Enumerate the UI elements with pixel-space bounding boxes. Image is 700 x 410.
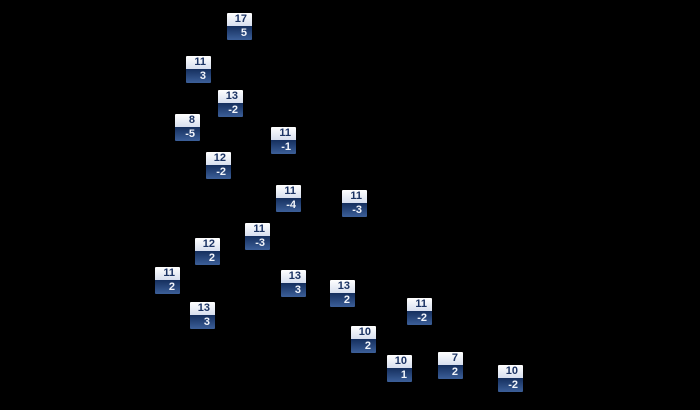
low-temperature-value: 2 — [438, 365, 463, 379]
high-temperature-value: 12 — [195, 238, 220, 251]
high-temperature-value: 11 — [342, 190, 367, 203]
low-temperature-value: -3 — [342, 203, 367, 217]
low-temperature-value: -4 — [276, 198, 301, 212]
low-temperature-value: -1 — [271, 140, 296, 154]
high-temperature-value: 11 — [186, 56, 211, 69]
low-temperature-value: 3 — [186, 69, 211, 83]
low-temperature-value: 1 — [387, 368, 412, 382]
low-temperature-value: -2 — [218, 103, 243, 117]
high-temperature-value: 11 — [276, 185, 301, 198]
low-temperature-value: -3 — [245, 236, 270, 250]
temperature-marker[interactable]: 13 -2 — [218, 90, 243, 117]
low-temperature-value: 2 — [351, 339, 376, 353]
low-temperature-value: -2 — [206, 165, 231, 179]
low-temperature-value: 2 — [195, 251, 220, 265]
low-temperature-value: 3 — [190, 315, 215, 329]
temperature-marker[interactable]: 10 2 — [351, 326, 376, 353]
temperature-marker[interactable]: 11 -4 — [276, 185, 301, 212]
temperature-marker[interactable]: 7 2 — [438, 352, 463, 379]
low-temperature-value: 2 — [330, 293, 355, 307]
temperature-marker[interactable]: 12 2 — [195, 238, 220, 265]
temperature-marker[interactable]: 11 -3 — [342, 190, 367, 217]
high-temperature-value: 17 — [227, 13, 252, 26]
temperature-marker[interactable]: 12 -2 — [206, 152, 231, 179]
high-temperature-value: 13 — [190, 302, 215, 315]
low-temperature-value: 3 — [281, 283, 306, 297]
high-temperature-value: 11 — [271, 127, 296, 140]
temperature-marker[interactable]: 10 1 — [387, 355, 412, 382]
temperature-marker[interactable]: 13 3 — [190, 302, 215, 329]
temperature-marker[interactable]: 17 5 — [227, 13, 252, 40]
high-temperature-value: 13 — [218, 90, 243, 103]
high-temperature-value: 12 — [206, 152, 231, 165]
temperature-marker[interactable]: 11 3 — [186, 56, 211, 83]
temperature-marker[interactable]: 13 2 — [330, 280, 355, 307]
temperature-marker[interactable]: 11 -3 — [245, 223, 270, 250]
high-temperature-value: 11 — [155, 267, 180, 280]
temperature-marker[interactable]: 11 -2 — [407, 298, 432, 325]
temperature-marker[interactable]: 10 -2 — [498, 365, 523, 392]
high-temperature-value: 7 — [438, 352, 463, 365]
high-temperature-value: 8 — [175, 114, 200, 127]
high-temperature-value: 10 — [498, 365, 523, 378]
low-temperature-value: 2 — [155, 280, 180, 294]
low-temperature-value: -5 — [175, 127, 200, 141]
low-temperature-value: -2 — [407, 311, 432, 325]
temperature-marker[interactable]: 11 2 — [155, 267, 180, 294]
high-temperature-value: 13 — [330, 280, 355, 293]
high-temperature-value: 13 — [281, 270, 306, 283]
temperature-marker[interactable]: 8 -5 — [175, 114, 200, 141]
temperature-marker[interactable]: 13 3 — [281, 270, 306, 297]
high-temperature-value: 11 — [245, 223, 270, 236]
temperature-marker[interactable]: 11 -1 — [271, 127, 296, 154]
high-temperature-value: 11 — [407, 298, 432, 311]
high-temperature-value: 10 — [387, 355, 412, 368]
low-temperature-value: 5 — [227, 26, 252, 40]
high-temperature-value: 10 — [351, 326, 376, 339]
low-temperature-value: -2 — [498, 378, 523, 392]
